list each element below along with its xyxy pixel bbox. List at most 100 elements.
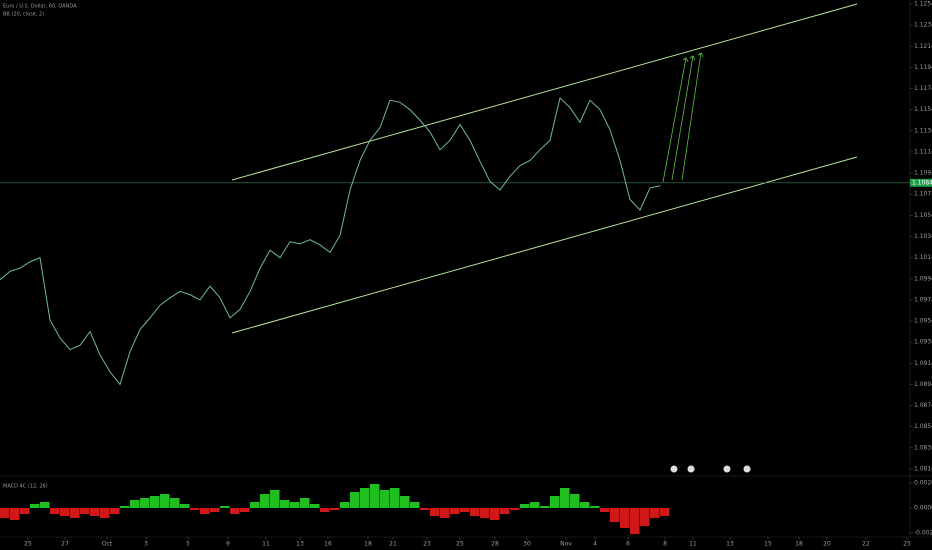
macd-bar <box>420 508 430 510</box>
macd-bar <box>510 508 520 510</box>
macd-bar <box>240 508 250 512</box>
x-tick-label: 4 <box>593 541 597 548</box>
chart-title: Euro / U.S. Dollar, 60, OANDA <box>3 4 77 10</box>
x-tick-label: 11 <box>689 541 697 548</box>
x-tick-label: 3 <box>144 541 148 548</box>
price-line <box>0 97 661 386</box>
x-tick-label: 20 <box>823 541 831 548</box>
x-tick-label: 16 <box>324 541 332 548</box>
y-tick-label: 1.08940 <box>914 381 932 388</box>
y-tick-label: 1.10940 <box>914 170 932 177</box>
macd-bar <box>430 508 440 516</box>
macd-bar <box>250 502 260 508</box>
macd-bar <box>260 494 270 508</box>
macd-bar <box>100 508 110 518</box>
macd-bar <box>340 502 350 508</box>
x-tick-label: 15 <box>764 541 772 548</box>
macd-title: MACD 4C (12, 26) <box>3 484 48 490</box>
macd-bar <box>320 508 330 512</box>
channel-lower <box>231 156 858 334</box>
macd-bar <box>570 494 580 508</box>
macd-bar <box>560 488 570 508</box>
y-tick-label: 1.08740 <box>914 402 932 409</box>
y-tick-label: 0.00000 <box>914 505 932 512</box>
macd-bar <box>70 508 80 518</box>
macd-bar <box>610 508 620 522</box>
y-tick-label: 1.11340 <box>914 127 932 134</box>
y-tick-label: 1.11940 <box>914 64 932 71</box>
x-tick-label: 28 <box>491 541 499 548</box>
macd-bar <box>470 508 480 516</box>
macd-bar <box>530 502 540 508</box>
y-tick-label: 1.09940 <box>914 275 932 282</box>
macd-bar <box>50 508 60 514</box>
macd-bar <box>650 508 660 518</box>
macd-bar <box>360 488 370 508</box>
macd-bar <box>330 508 340 510</box>
x-tick-label: 23 <box>423 541 431 548</box>
macd-bar <box>520 504 530 508</box>
x-tick-label: 27 <box>61 541 69 548</box>
y-tick-label: 1.09740 <box>914 296 932 303</box>
macd-bar <box>450 508 460 514</box>
macd-bar <box>80 508 90 514</box>
macd-bar <box>290 502 300 508</box>
x-tick-label: 30 <box>523 541 531 548</box>
y-tick-label: 1.08140 <box>914 466 932 473</box>
macd-bar <box>190 508 200 510</box>
macd-bar <box>540 506 550 508</box>
y-tick-label: 1.10140 <box>914 254 932 261</box>
y-tick-label: 1.10740 <box>914 191 932 198</box>
x-tick-label: 25 <box>903 541 911 548</box>
x-tick-label: 8 <box>663 541 667 548</box>
macd-bar <box>140 498 150 508</box>
x-tick-label: 25 <box>24 541 32 548</box>
x-tick-label: 13 <box>726 541 734 548</box>
macd-bar <box>280 500 290 508</box>
macd-bar <box>180 504 190 508</box>
macd-bar <box>440 508 450 518</box>
x-tick-label: 11 <box>262 541 270 548</box>
macd-bar <box>160 494 170 508</box>
y-tick-label: 1.12540 <box>914 1 932 8</box>
macd-bar <box>60 508 70 516</box>
y-tick-label: 1.12340 <box>914 22 932 29</box>
x-tick-label: Oct <box>102 541 113 548</box>
last-price-label: 1.10848 <box>912 179 932 186</box>
macd-bar <box>110 508 120 514</box>
macd-bar <box>230 508 240 514</box>
macd-bar <box>460 508 470 512</box>
x-tick-label: 25 <box>456 541 464 548</box>
x-tick-label: 21 <box>389 541 397 548</box>
channel-upper <box>231 3 858 181</box>
y-tick-label: 1.08340 <box>914 444 932 451</box>
x-tick-label: 9 <box>226 541 230 548</box>
macd-bar <box>590 506 600 508</box>
macd-bar <box>270 490 280 508</box>
macd-bar <box>400 496 410 508</box>
macd-bar <box>0 508 10 518</box>
macd-bar <box>640 508 650 526</box>
macd-bar <box>20 508 30 514</box>
macd-bar <box>580 502 590 508</box>
macd-bar <box>660 508 670 516</box>
macd-bar <box>600 508 610 512</box>
event-icons <box>670 465 751 473</box>
macd-bar <box>630 508 640 534</box>
y-tick-label: 1.08540 <box>914 423 932 430</box>
macd-bar <box>620 508 630 528</box>
y-tick-label: 0.00200 <box>914 480 932 487</box>
indicator-label: BB (20, close, 2) <box>3 12 44 18</box>
y-tick-label: 1.11740 <box>914 85 932 92</box>
last-price-tag <box>910 178 932 187</box>
macd-bar <box>300 498 310 508</box>
projection-arrows <box>662 52 704 183</box>
x-tick-label: 18 <box>364 541 372 548</box>
y-tick-label: 1.11140 <box>914 148 932 155</box>
x-tick-label: 5 <box>186 541 190 548</box>
macd-bar <box>500 508 510 514</box>
x-tick-label: 18 <box>795 541 803 548</box>
macd-bar <box>490 508 500 520</box>
